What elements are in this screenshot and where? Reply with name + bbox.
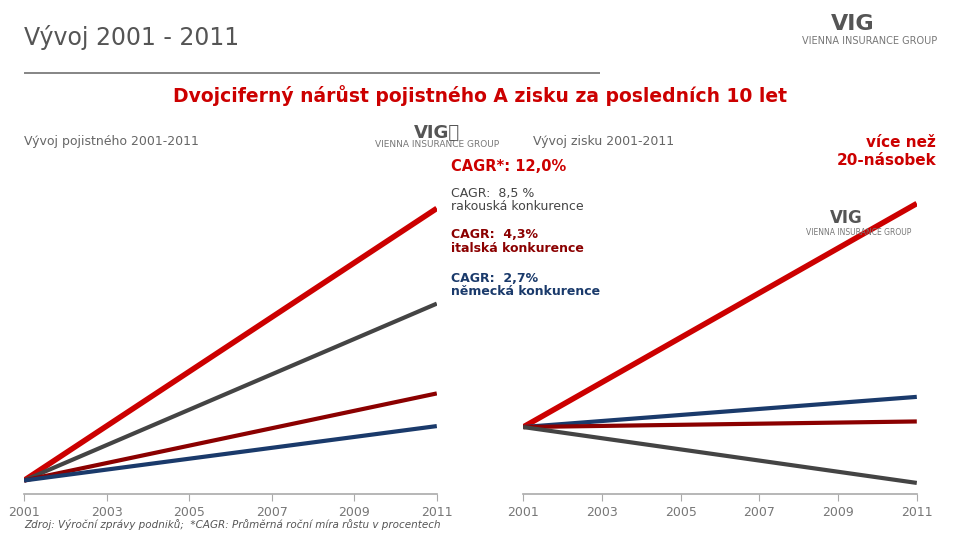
Text: VIG: VIG [830, 14, 874, 33]
Text: CAGR:  2,7%: CAGR: 2,7% [451, 272, 539, 285]
Text: Vývoj pojistného 2001-2011: Vývoj pojistného 2001-2011 [24, 135, 199, 148]
Text: VIG␨: VIG␨ [414, 124, 460, 142]
Text: rakouská konkurence: rakouská konkurence [451, 200, 584, 214]
Text: Vývoj 2001 - 2011: Vývoj 2001 - 2011 [24, 25, 239, 50]
Text: CAGR:  4,3%: CAGR: 4,3% [451, 228, 539, 241]
Text: Zdroj: Výroční zprávy podniků;  *CAGR: Průměrná roční míra růstu v procentech: Zdroj: Výroční zprávy podniků; *CAGR: Pr… [24, 519, 441, 530]
Text: Vývoj zisku 2001-2011: Vývoj zisku 2001-2011 [533, 135, 674, 148]
Text: CAGR*: 12,0%: CAGR*: 12,0% [451, 159, 566, 174]
Text: VIG: VIG [830, 209, 863, 227]
Text: Dvojciferný nárůst pojistného A zisku za posledních 10 let: Dvojciferný nárůst pojistného A zisku za… [173, 85, 787, 106]
Text: VIENNA INSURANCE GROUP: VIENNA INSURANCE GROUP [374, 140, 499, 149]
Text: německá konkurence: německá konkurence [451, 285, 600, 299]
Text: CAGR:  8,5 %: CAGR: 8,5 % [451, 187, 535, 200]
Text: italská konkurence: italská konkurence [451, 242, 584, 255]
Text: VIENNA INSURANCE GROUP: VIENNA INSURANCE GROUP [806, 228, 912, 237]
Text: více než
20-násobek: více než 20-násobek [836, 135, 936, 168]
Text: VIENNA INSURANCE GROUP: VIENNA INSURANCE GROUP [802, 36, 937, 46]
